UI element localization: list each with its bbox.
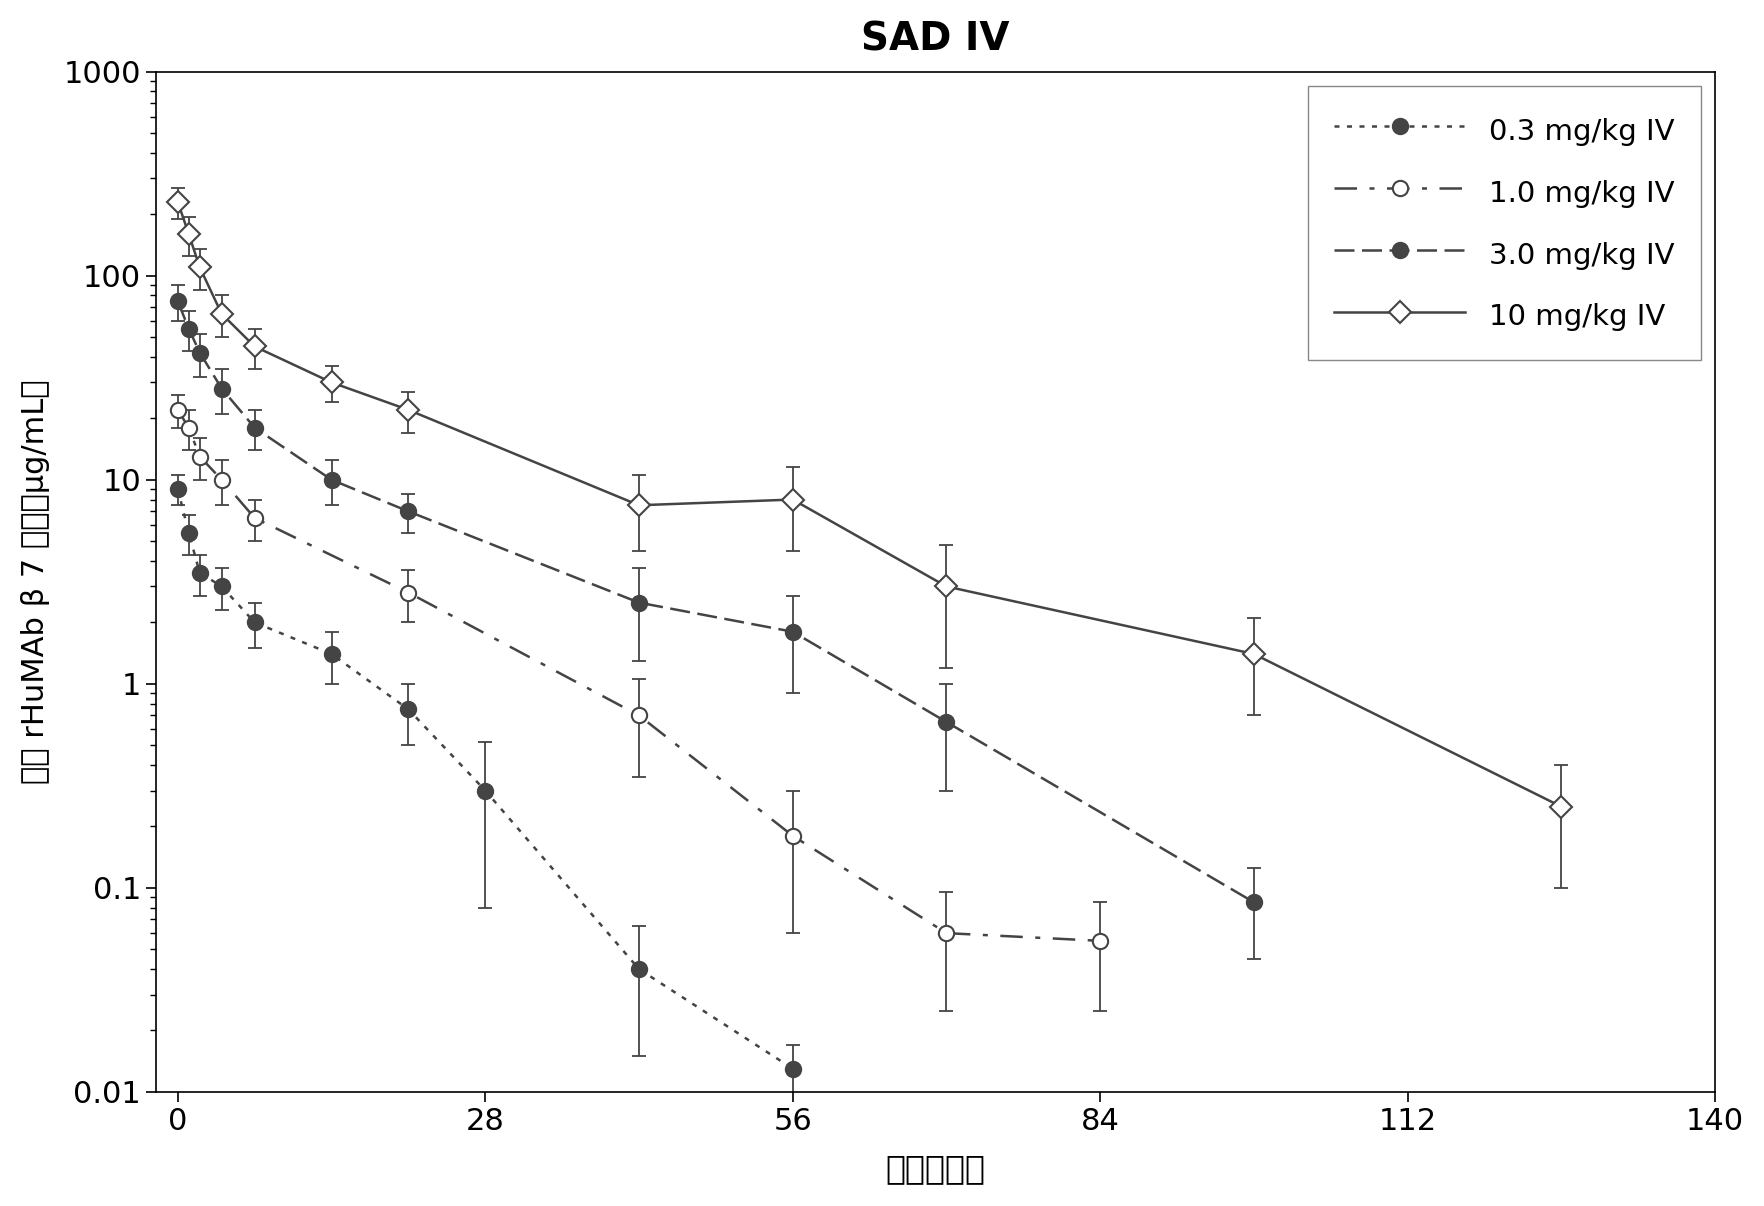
0.3 mg/kg IV	[781, 1061, 803, 1076]
3.0 mg/kg IV	[397, 504, 418, 519]
3.0 mg/kg IV	[168, 294, 189, 309]
1.0 mg/kg IV	[1088, 933, 1110, 948]
10 mg/kg IV	[628, 498, 649, 513]
0.3 mg/kg IV	[243, 615, 265, 630]
10 mg/kg IV	[781, 492, 803, 507]
3.0 mg/kg IV	[321, 473, 342, 487]
1.0 mg/kg IV	[397, 585, 418, 599]
1.0 mg/kg IV	[168, 403, 189, 417]
10 mg/kg IV	[168, 194, 189, 209]
0.3 mg/kg IV	[189, 566, 210, 580]
1.0 mg/kg IV	[189, 450, 210, 464]
Legend: 0.3 mg/kg IV, 1.0 mg/kg IV, 3.0 mg/kg IV, 10 mg/kg IV: 0.3 mg/kg IV, 1.0 mg/kg IV, 3.0 mg/kg IV…	[1307, 87, 1699, 359]
Line: 3.0 mg/kg IV: 3.0 mg/kg IV	[169, 293, 1261, 909]
3.0 mg/kg IV	[189, 345, 210, 359]
10 mg/kg IV	[1551, 800, 1572, 814]
3.0 mg/kg IV	[212, 381, 233, 396]
0.3 mg/kg IV	[628, 962, 649, 977]
Title: SAD IV: SAD IV	[861, 21, 1009, 59]
1.0 mg/kg IV	[628, 708, 649, 722]
0.3 mg/kg IV	[168, 482, 189, 497]
Y-axis label: 血清 rHuMAb β 7 浓度（μg/mL）: 血清 rHuMAb β 7 浓度（μg/mL）	[21, 380, 49, 784]
1.0 mg/kg IV	[935, 926, 956, 941]
0.3 mg/kg IV	[178, 526, 199, 540]
10 mg/kg IV	[935, 579, 956, 593]
10 mg/kg IV	[321, 375, 342, 390]
10 mg/kg IV	[243, 339, 265, 353]
1.0 mg/kg IV	[178, 421, 199, 435]
1.0 mg/kg IV	[781, 829, 803, 843]
0.3 mg/kg IV	[397, 702, 418, 716]
0.3 mg/kg IV	[475, 783, 496, 797]
10 mg/kg IV	[397, 403, 418, 417]
X-axis label: 时间（天）: 时间（天）	[886, 1152, 984, 1185]
3.0 mg/kg IV	[1242, 895, 1263, 909]
3.0 mg/kg IV	[243, 421, 265, 435]
3.0 mg/kg IV	[178, 322, 199, 336]
Line: 1.0 mg/kg IV: 1.0 mg/kg IV	[169, 403, 1108, 948]
Line: 10 mg/kg IV: 10 mg/kg IV	[169, 194, 1568, 814]
10 mg/kg IV	[212, 306, 233, 321]
10 mg/kg IV	[189, 260, 210, 275]
1.0 mg/kg IV	[212, 473, 233, 487]
10 mg/kg IV	[1242, 646, 1263, 661]
0.3 mg/kg IV	[321, 646, 342, 661]
0.3 mg/kg IV	[212, 579, 233, 593]
3.0 mg/kg IV	[628, 596, 649, 610]
3.0 mg/kg IV	[781, 625, 803, 639]
3.0 mg/kg IV	[935, 715, 956, 730]
1.0 mg/kg IV	[243, 510, 265, 525]
Line: 0.3 mg/kg IV: 0.3 mg/kg IV	[169, 481, 799, 1076]
10 mg/kg IV	[178, 227, 199, 241]
